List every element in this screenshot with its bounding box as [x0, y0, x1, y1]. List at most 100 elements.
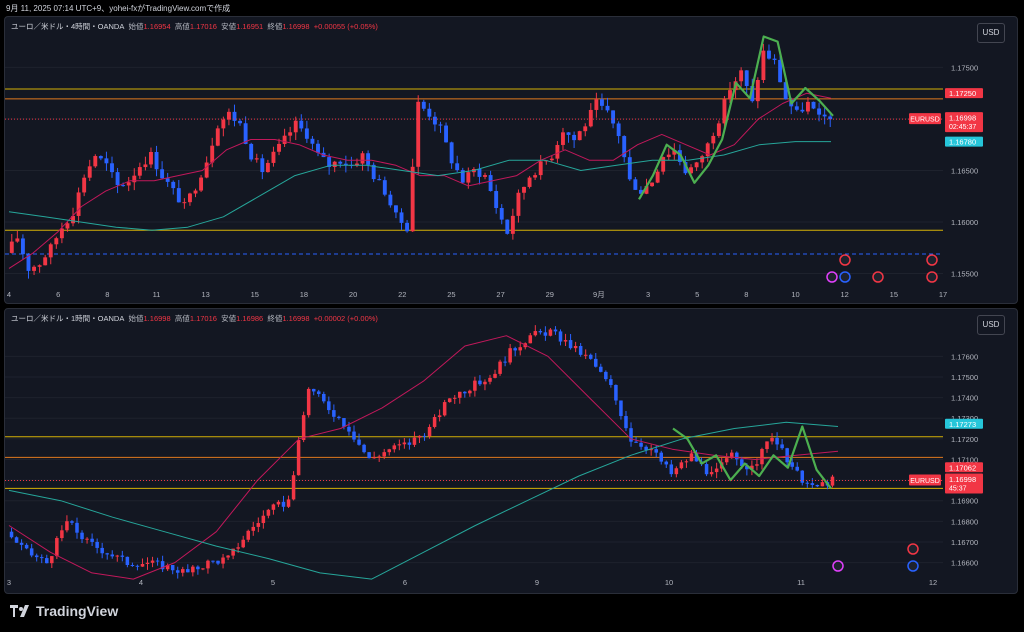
candle	[633, 179, 638, 190]
candle	[110, 554, 115, 557]
candle	[149, 152, 153, 165]
calendar-icon	[907, 560, 919, 572]
candle	[624, 416, 628, 429]
candle	[629, 428, 633, 442]
close-label: 終値	[267, 314, 283, 323]
x-tick-label: 15	[890, 290, 898, 299]
candle	[449, 142, 454, 164]
tradingview-logo[interactable]: TradingView	[10, 603, 118, 620]
candle	[392, 445, 397, 450]
candle	[34, 555, 39, 558]
close-label: 終値	[267, 22, 283, 31]
candle	[527, 177, 532, 187]
symbol-title: ユーロ／米ドル・1時間・OANDA	[11, 314, 125, 323]
candle	[316, 143, 320, 153]
flag-icon	[907, 543, 919, 555]
candle	[249, 143, 254, 160]
legend-1h: ユーロ／米ドル・1時間・OANDA 始値1.16998 高値1.17016 安値…	[11, 313, 378, 324]
candle	[765, 441, 769, 450]
chart-canvas-4h[interactable]: 1.155001.160001.165001.170001.1750046811…	[5, 17, 1017, 303]
open-label: 始値	[128, 22, 144, 31]
candle	[140, 563, 145, 567]
x-tick-label: 8	[105, 290, 109, 299]
candle	[211, 560, 215, 562]
candle	[566, 132, 571, 135]
candle	[438, 124, 443, 126]
candle	[246, 530, 251, 540]
chart-panel-1h[interactable]: ユーロ／米ドル・1時間・OANDA 始値1.16998 高値1.17016 安値…	[4, 308, 1018, 594]
candle	[87, 166, 92, 178]
close-value: 1.16998	[282, 22, 310, 31]
candle	[704, 464, 709, 475]
price-tag	[945, 112, 983, 133]
candle	[694, 453, 699, 462]
candle	[291, 475, 296, 500]
high-label: 高値	[174, 22, 190, 31]
candle	[478, 380, 482, 385]
candle	[39, 557, 44, 559]
chart-canvas-1h[interactable]: 1.166001.167001.168001.169001.170001.171…	[5, 309, 1017, 593]
candle	[533, 175, 538, 178]
candle	[281, 501, 286, 507]
level-tag-value: 1.16780	[949, 138, 976, 147]
candle	[421, 101, 426, 109]
chart-panel-4h[interactable]: ユーロ／米ドル・4時間・OANDA 始値1.16954 高値1.17016 安値…	[4, 16, 1018, 304]
level-tag	[945, 418, 983, 429]
candle	[271, 151, 276, 163]
candle	[442, 402, 447, 416]
candle	[744, 70, 749, 86]
candle	[785, 448, 789, 463]
currency-button[interactable]: USD	[977, 23, 1005, 43]
candle	[709, 472, 714, 475]
candle	[288, 132, 293, 136]
x-tick-label: 12	[929, 578, 937, 587]
candle	[644, 446, 648, 451]
candle	[154, 152, 159, 170]
candle	[59, 228, 64, 239]
candle	[210, 145, 215, 163]
candle	[455, 163, 460, 171]
candle	[549, 158, 554, 161]
x-tick-label: 18	[300, 290, 308, 299]
high-value: 1.17016	[189, 22, 217, 31]
candle	[387, 449, 392, 453]
price-tag-value: 1.16998	[949, 114, 976, 123]
candle	[9, 241, 14, 253]
candle	[619, 400, 623, 417]
y-tick-label: 1.17400	[951, 394, 978, 403]
candle	[388, 194, 393, 206]
candle	[750, 465, 754, 470]
change-value: +0.00002 (+0.00%)	[313, 314, 378, 323]
currency-button[interactable]: USD	[977, 315, 1005, 335]
candle	[483, 381, 487, 385]
candle	[650, 182, 655, 187]
candle	[683, 161, 688, 174]
candle	[20, 238, 25, 255]
symbol-tag-label: EURUSD	[910, 478, 940, 485]
high-value: 1.17016	[189, 314, 217, 323]
open-value: 1.16954	[143, 22, 171, 31]
x-tick-label: 10	[665, 578, 673, 587]
candle	[583, 126, 588, 132]
candle	[458, 391, 462, 398]
candle	[548, 329, 553, 336]
candle	[538, 161, 543, 176]
candle	[24, 544, 29, 549]
candle	[105, 553, 109, 555]
candle	[516, 192, 521, 216]
candle	[614, 384, 618, 401]
candle	[327, 157, 332, 167]
candle	[132, 175, 137, 183]
level-tag-value: 1.17250	[949, 89, 976, 98]
candle	[689, 453, 694, 462]
calendar-icon	[839, 271, 851, 283]
candle	[65, 223, 70, 229]
candle	[770, 437, 774, 442]
candle	[165, 564, 170, 570]
flag-icon	[926, 271, 938, 283]
candle	[417, 435, 422, 438]
x-tick-label: 10	[791, 290, 799, 299]
candle	[15, 238, 20, 242]
candle	[187, 193, 192, 203]
candle	[256, 523, 261, 527]
